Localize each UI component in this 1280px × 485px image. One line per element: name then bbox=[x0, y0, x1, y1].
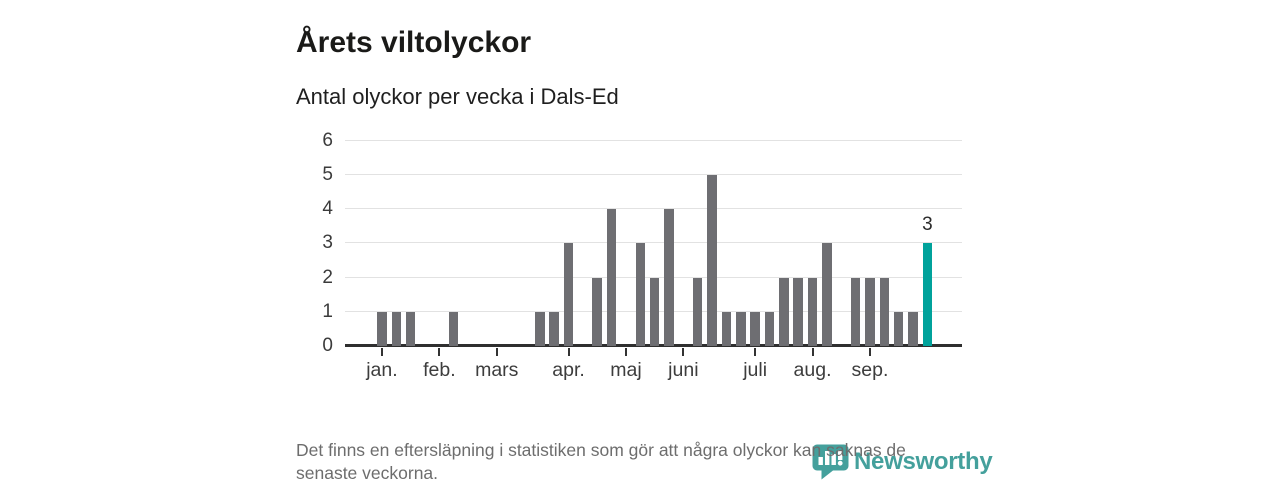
x-axis-label-jan: jan. bbox=[366, 359, 398, 381]
x-axis-label-maj: maj bbox=[610, 359, 642, 381]
x-axis-label-juni: juni bbox=[668, 359, 699, 381]
bar-week bbox=[707, 174, 717, 346]
bar-week bbox=[865, 277, 875, 346]
x-axis-tick-jan bbox=[380, 348, 383, 356]
bar-week bbox=[807, 277, 818, 346]
x-axis-label-apr: apr. bbox=[552, 359, 585, 381]
y-axis-label-2: 2 bbox=[322, 266, 333, 288]
footnote-line-1: Det finns en eftersläpning i statistiken… bbox=[296, 440, 906, 460]
gridline-y-2 bbox=[345, 276, 962, 278]
y-axis-label-4: 4 bbox=[322, 198, 333, 219]
x-axis-tick-juli bbox=[754, 348, 757, 356]
x-axis-tick-juni bbox=[682, 348, 685, 356]
bar-week bbox=[391, 311, 402, 346]
bar-week bbox=[822, 243, 832, 346]
bar-week bbox=[592, 277, 602, 346]
x-axis-label-mars: mars bbox=[475, 359, 519, 381]
x-axis-tick-sep bbox=[868, 348, 871, 356]
bar-week bbox=[908, 311, 918, 346]
bar-week bbox=[563, 243, 574, 346]
bar-week bbox=[635, 243, 646, 346]
page-title: Årets viltolyckor bbox=[296, 26, 532, 60]
bar-week bbox=[692, 277, 703, 346]
bar-week bbox=[448, 311, 459, 346]
chart-footnote: Det finns en eftersläpning i statistiken… bbox=[296, 439, 996, 485]
x-axis-tick-apr bbox=[567, 348, 570, 356]
bar-week bbox=[606, 209, 617, 346]
y-axis-label-6: 6 bbox=[322, 129, 333, 151]
bar-week bbox=[649, 277, 660, 346]
y-axis-label-1: 1 bbox=[322, 300, 333, 322]
y-axis-label-5: 5 bbox=[322, 163, 333, 185]
y-axis-label-3: 3 bbox=[322, 232, 333, 254]
newsworthy-logo: Newsworthy bbox=[812, 444, 993, 480]
bar-week bbox=[377, 311, 387, 346]
bar-week bbox=[721, 311, 732, 346]
x-axis-tick-feb bbox=[438, 348, 441, 356]
bar-chart-plot-area: 0 1 2 3 4 5 6 3 jan. feb. mars apr. maj juni juli aug. s… bbox=[322, 130, 962, 381]
gridline-y-4 bbox=[345, 208, 962, 209]
bar-week bbox=[664, 209, 674, 346]
x-axis-label-feb: feb. bbox=[423, 359, 456, 381]
highlight-value-label: 3 bbox=[922, 214, 933, 236]
x-axis-tick-maj bbox=[624, 348, 627, 356]
newsworthy-logo-text: Newsworthy bbox=[854, 448, 993, 475]
gridline-y-3 bbox=[345, 242, 962, 244]
bar-week bbox=[779, 277, 789, 346]
bar-week bbox=[549, 311, 559, 346]
gridline-y-6 bbox=[345, 139, 962, 141]
bar-week bbox=[535, 311, 545, 346]
y-axis-label-0: 0 bbox=[322, 335, 333, 356]
bar-week bbox=[793, 277, 803, 346]
bar-week bbox=[750, 311, 760, 346]
gridline-y-5 bbox=[345, 173, 962, 175]
bar-week bbox=[850, 277, 861, 346]
newsworthy-pin-chart-icon bbox=[812, 444, 849, 480]
x-axis-tick-aug bbox=[811, 348, 814, 356]
x-axis-label-aug: aug. bbox=[793, 359, 832, 381]
bar-week bbox=[405, 311, 416, 346]
bar-week bbox=[893, 311, 904, 346]
bar-week-highlighted bbox=[922, 243, 933, 346]
bar-week bbox=[879, 277, 890, 346]
bar-week bbox=[764, 311, 775, 346]
x-axis-tick-mars bbox=[495, 348, 498, 356]
x-axis-label-sep: sep. bbox=[851, 359, 889, 381]
chart-subtitle: Antal olyckor per vecka i Dals-Ed bbox=[296, 84, 619, 109]
x-axis-label-juli: juli bbox=[743, 359, 768, 381]
footnote-line-2: senaste veckorna. bbox=[296, 463, 439, 483]
bar-week bbox=[736, 311, 746, 346]
